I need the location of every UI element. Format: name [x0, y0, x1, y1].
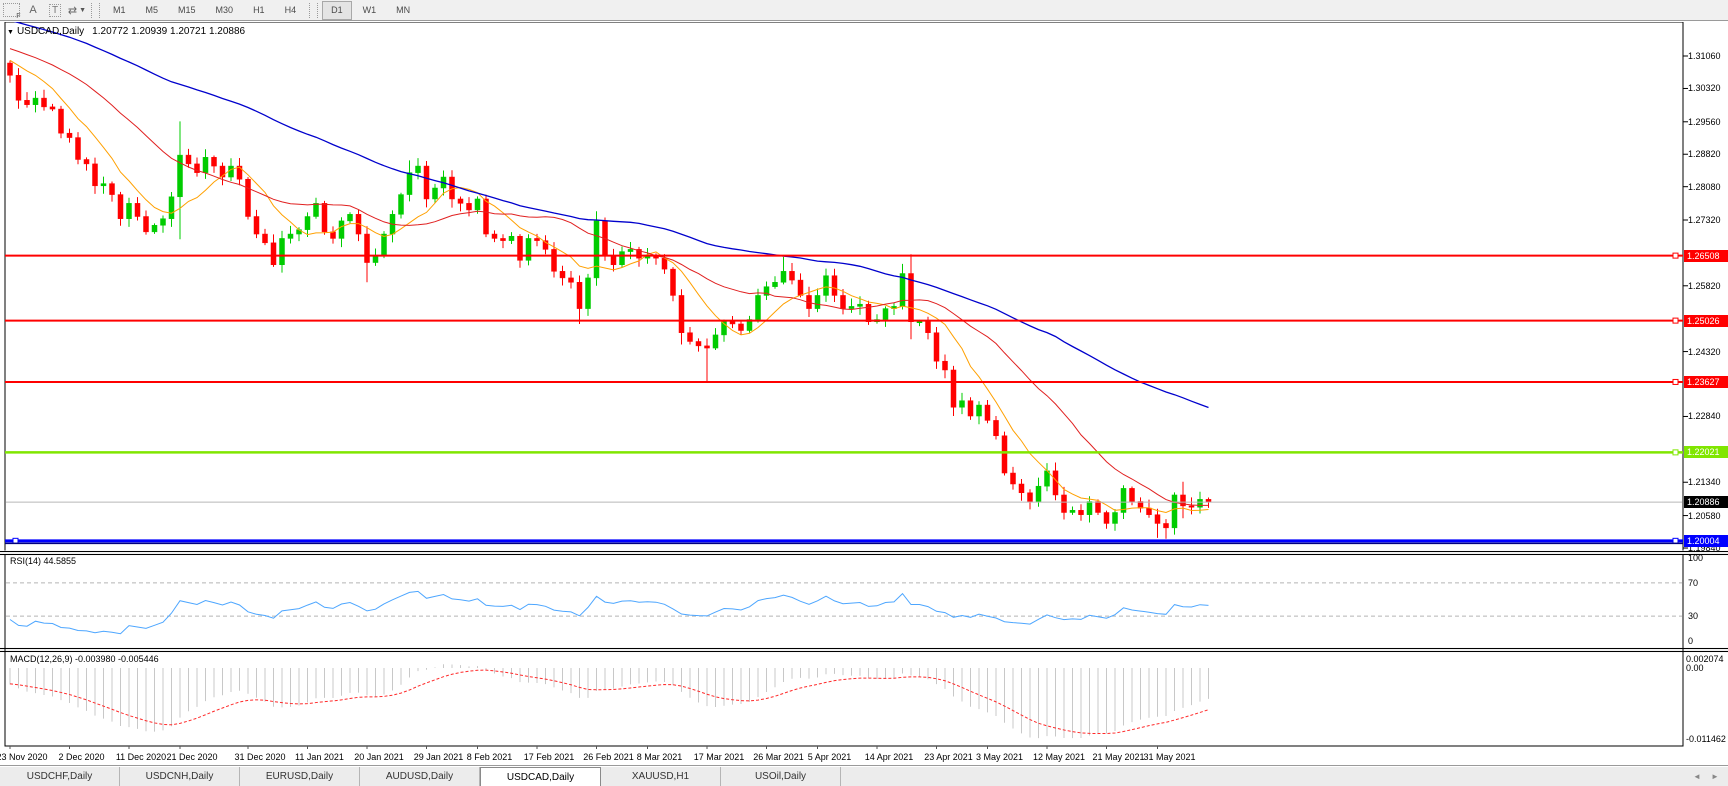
level-price-label: 1.23627	[1684, 375, 1728, 388]
macd-tick-label: 0.002074	[1686, 654, 1724, 664]
date-axis-label: 2 Dec 2020	[58, 752, 105, 762]
rsi-label: RSI(14) 44.5855	[10, 556, 77, 566]
toolbar-grip	[309, 2, 319, 18]
price-tick-label: 1.22840	[1688, 411, 1721, 422]
toolbar-grip[interactable]	[91, 2, 100, 18]
price-tick-label: 1.28820	[1688, 149, 1721, 160]
date-axis-label: 17 Feb 2021	[523, 752, 575, 762]
date-axis-label: 26 Mar 2021	[753, 752, 804, 762]
level-price-label: 1.25026	[1684, 314, 1728, 327]
chart-window[interactable]: ▼ USDCAD,Daily 1.20772 1.20939 1.20721 1.2…	[0, 22, 1728, 766]
price-tick-label: 1.21340	[1688, 477, 1721, 488]
price-tick-label: 1.30320	[1688, 83, 1721, 94]
timeframe-button-h4[interactable]: H4	[284, 5, 297, 15]
timeframe-button-h1[interactable]: H1	[253, 5, 265, 15]
symbol-tabbar: USDCHF,Daily USDCNH,Daily EURUSD,Daily AUDU…	[0, 766, 1728, 786]
tabbar-spacer	[841, 767, 1688, 786]
date-axis-label: 11 Dec 2020	[115, 752, 167, 762]
tab-xauusd-h1[interactable]: XAUUSD,H1	[601, 767, 721, 786]
timeframe-button-m5[interactable]: M5	[145, 5, 159, 15]
date-axis-label: 23 Nov 2020	[0, 752, 48, 762]
level-price-label: 1.22021	[1684, 446, 1728, 459]
text-t-icon[interactable]: T	[45, 2, 65, 19]
chart-ohlc-values: 1.20772 1.20939 1.20721 1.20886	[92, 26, 246, 37]
chart-symbol: USDCAD,Daily	[16, 26, 85, 37]
date-axis-label: 17 Mar 2021	[693, 752, 745, 762]
price-tick-label: 1.29560	[1688, 116, 1721, 127]
label-a-icon[interactable]: A	[29, 4, 37, 16]
date-axis-label: 21 May 2021	[1092, 752, 1145, 762]
rsi-tick-label: 70	[1688, 577, 1699, 588]
price-tick-label: 1.25820	[1688, 280, 1721, 291]
tab-usdcad-daily[interactable]: USDCAD,Daily	[480, 767, 601, 786]
dropdown-caret-icon[interactable]: ▼	[79, 6, 87, 14]
rsi-tick-label: 30	[1688, 611, 1699, 622]
macd-label: MACD(12,26,9) -0.003980 -0.005446	[10, 654, 159, 664]
date-axis-label: 23 Apr 2021	[924, 752, 973, 762]
timeframe-button-m1[interactable]: M1	[113, 5, 126, 15]
price-tick-label: 1.27320	[1688, 215, 1721, 225]
date-axis-label: 31 Dec 2020	[234, 752, 286, 762]
macd-tick-label: -0.011462	[1686, 734, 1726, 744]
date-axis-label: 20 Jan 2021	[354, 752, 404, 762]
date-axis-label: 26 Feb 2021	[583, 752, 634, 762]
date-axis-label: 12 May 2021	[1032, 752, 1086, 762]
date-axis-label: 11 Jan 2021	[295, 752, 344, 762]
current-price-label: 1.20886	[1684, 496, 1728, 509]
tab-audusd-daily[interactable]: AUDUSD,Daily	[360, 767, 480, 786]
timeframe-button-w1[interactable]: W1	[362, 5, 377, 15]
level-price-label: 1.20004	[1684, 534, 1728, 547]
chart-canvas[interactable]	[0, 22, 1728, 766]
tab-usdcnh-daily[interactable]: USDCNH,Daily	[120, 767, 240, 786]
timeframe-button-d1[interactable]: D1	[322, 0, 352, 20]
tab-eurusd-daily[interactable]: EURUSD,Daily	[240, 767, 360, 786]
arrow-style-icon[interactable]: ⇄ ▼	[67, 4, 87, 17]
date-axis-label: 31 May 2021	[1143, 752, 1196, 762]
price-tick-label: 1.31060	[1688, 51, 1721, 61]
timeframe-button-m15[interactable]: M15	[178, 5, 196, 15]
date-axis-label: 29 Jan 2021	[413, 752, 464, 762]
price-tick-label: 1.28080	[1688, 181, 1721, 192]
timeframe-button-mn[interactable]: MN	[396, 5, 411, 15]
rsi-tick-label: 100	[1688, 553, 1704, 563]
date-axis-label: 8 Mar 2021	[636, 752, 683, 762]
chart-dropdown-icon[interactable]: ▼	[7, 29, 14, 36]
frame-f-icon[interactable]: F	[1, 2, 21, 20]
tabs-prev-icon[interactable]: ◄	[1693, 772, 1701, 781]
timeframe-button-m30[interactable]: M30	[215, 5, 234, 15]
tab-usoil-daily[interactable]: USOil,Daily	[721, 767, 841, 786]
macd-tick-label: 0.00	[1686, 663, 1704, 673]
date-axis-label: 8 Feb 2021	[466, 752, 513, 762]
price-tick-label: 1.24320	[1688, 346, 1721, 357]
price-tick-label: 1.20580	[1688, 510, 1721, 521]
date-axis-label: 21 Dec 2020	[166, 752, 218, 762]
level-price-label: 1.26508	[1684, 249, 1728, 262]
rsi-tick-label: 0	[1688, 636, 1694, 646]
tab-usdchf-daily[interactable]: USDCHF,Daily	[0, 767, 120, 786]
top-toolbar: F A T ⇄ ▼ M1 M5 M15 M30 H1 H4 D1 W1 MN	[0, 0, 1728, 21]
price-tick-label: 1.19840	[1688, 543, 1721, 554]
timeframe-group: M1 M5 M15 M30 H1 H4 D1 W1 MN	[103, 0, 420, 20]
date-axis-label: 3 May 2021	[975, 752, 1024, 762]
date-axis-label: 5 Apr 2021	[807, 752, 852, 762]
chart-title: ▼ USDCAD,Daily 1.20772 1.20939 1.20721 1.2…	[7, 26, 245, 37]
tabs-next-icon[interactable]: ►	[1711, 772, 1719, 781]
date-axis-label: 14 Apr 2021	[864, 752, 914, 762]
